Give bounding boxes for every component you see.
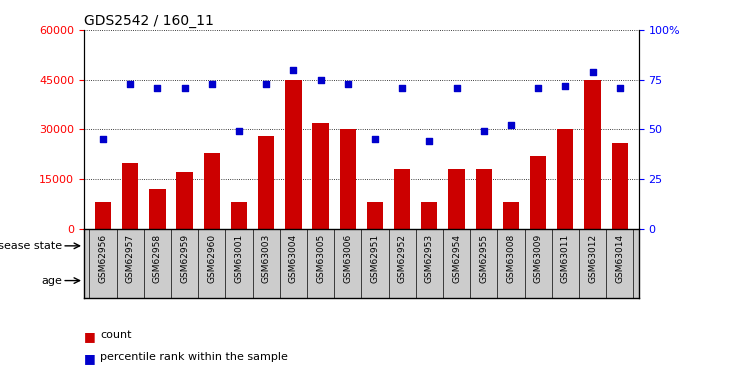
Text: GSM63011: GSM63011 [561, 234, 570, 283]
Bar [89, 266, 226, 296]
Text: disease state: disease state [0, 241, 62, 251]
Point [532, 85, 544, 91]
Bar [258, 136, 274, 229]
Text: count: count [100, 330, 131, 340]
Point [450, 85, 462, 91]
Bar [584, 80, 601, 229]
Text: age: age [42, 276, 62, 286]
Point [261, 81, 272, 87]
Text: GSM62952: GSM62952 [398, 234, 407, 283]
Text: GSM63009: GSM63009 [534, 234, 542, 283]
Text: GSM63006: GSM63006 [343, 234, 353, 283]
Text: ■: ■ [84, 352, 96, 366]
Bar [339, 129, 356, 229]
Text: 4 m: 4 m [418, 274, 442, 287]
Bar [497, 266, 634, 296]
Point [97, 136, 109, 142]
Point [315, 77, 326, 83]
Text: percentile rank within the sample: percentile rank within the sample [100, 352, 288, 363]
Point [478, 128, 490, 134]
Text: GSM62951: GSM62951 [370, 234, 380, 283]
Bar [421, 202, 437, 229]
Text: 4 m: 4 m [145, 274, 169, 287]
Bar [557, 129, 574, 229]
Text: 10 m: 10 m [549, 274, 581, 287]
Point [288, 67, 299, 73]
Bar [475, 169, 492, 229]
Text: GSM63014: GSM63014 [615, 234, 624, 283]
Bar [89, 231, 361, 262]
Point [206, 81, 218, 87]
Text: GSM62955: GSM62955 [479, 234, 488, 283]
Bar [226, 266, 361, 296]
Bar [312, 123, 328, 229]
Point [369, 136, 381, 142]
Text: GSM62959: GSM62959 [180, 234, 189, 283]
Bar [361, 231, 634, 262]
Text: lean: lean [212, 239, 239, 252]
Bar [285, 80, 301, 229]
Bar [361, 266, 497, 296]
Point [505, 122, 517, 128]
Bar [530, 156, 546, 229]
Bar [177, 172, 193, 229]
Bar [231, 202, 247, 229]
Bar [149, 189, 166, 229]
Text: GSM62958: GSM62958 [153, 234, 162, 283]
Point [396, 85, 408, 91]
Text: GSM63008: GSM63008 [507, 234, 515, 283]
Text: GSM63004: GSM63004 [289, 234, 298, 283]
Point [587, 69, 599, 75]
Bar [95, 202, 111, 229]
Point [614, 85, 626, 91]
Bar [503, 202, 519, 229]
Text: 10 m: 10 m [277, 274, 310, 287]
Point [233, 128, 245, 134]
Point [342, 81, 353, 87]
Text: GSM63003: GSM63003 [261, 234, 271, 283]
Text: obese: obese [479, 239, 516, 252]
Text: GSM62953: GSM62953 [425, 234, 434, 283]
Text: GSM63001: GSM63001 [234, 234, 244, 283]
Point [179, 85, 191, 91]
Text: ■: ■ [84, 330, 96, 343]
Point [124, 81, 136, 87]
Bar [394, 169, 410, 229]
Text: GDS2542 / 160_11: GDS2542 / 160_11 [84, 13, 214, 28]
Text: GSM63005: GSM63005 [316, 234, 325, 283]
Bar [366, 202, 383, 229]
Text: GSM62956: GSM62956 [99, 234, 107, 283]
Bar [204, 153, 220, 229]
Text: GSM62957: GSM62957 [126, 234, 134, 283]
Bar [448, 169, 465, 229]
Point [559, 82, 571, 88]
Text: GSM62960: GSM62960 [207, 234, 216, 283]
Text: GSM63012: GSM63012 [588, 234, 597, 283]
Point [152, 85, 164, 91]
Point [423, 138, 435, 144]
Text: GSM62954: GSM62954 [452, 234, 461, 283]
Bar [612, 142, 628, 229]
Bar [122, 162, 139, 229]
